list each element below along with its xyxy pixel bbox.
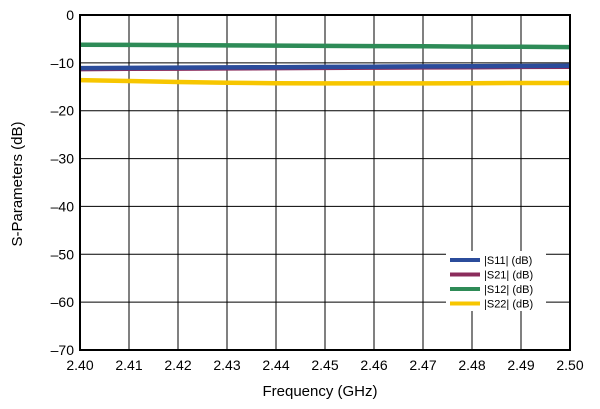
y-tick-label: –40	[51, 198, 75, 214]
y-axis-title: S-Parameters (dB)	[9, 121, 26, 246]
x-tick-label: 2.50	[556, 357, 583, 373]
x-tick-label: 2.48	[458, 357, 485, 373]
series-line-1	[79, 63, 571, 71]
y-tick-labels: 0 –10 –20 –30 –40 –50 –60 –70	[51, 7, 75, 358]
y-tick-label: –50	[51, 246, 75, 262]
y-tick-label: –70	[51, 342, 75, 358]
series-line-3	[79, 42, 571, 50]
x-tick-label: 2.45	[311, 357, 338, 373]
y-tick-label: –30	[51, 151, 75, 167]
x-tick-labels: 2.40 2.41 2.42 2.43 2.44 2.45 2.46 2.47 2.48 2.49…	[66, 357, 583, 373]
legend-label: |S22| (dB)	[484, 299, 533, 311]
x-tick-label: 2.47	[409, 357, 436, 373]
x-axis-title: Frequency (GHz)	[262, 383, 377, 400]
y-tick-label: –10	[51, 55, 75, 71]
y-tick-label: –60	[51, 294, 75, 310]
x-tick-label: 2.40	[66, 357, 93, 373]
x-tick-label: 2.41	[115, 357, 142, 373]
legend: |S11| (dB) |S21| (dB) |S12| (dB) |S22| (dB)	[446, 251, 546, 311]
series-lines	[79, 42, 571, 86]
legend-label: |S21| (dB)	[484, 270, 533, 282]
legend-label: |S12| (dB)	[484, 284, 533, 296]
series-line-4	[79, 77, 570, 86]
legend-label: |S11| (dB)	[484, 255, 532, 267]
x-tick-label: 2.44	[262, 357, 289, 373]
plot-frame	[79, 14, 571, 351]
x-tick-label: 2.42	[164, 357, 191, 373]
x-tick-label: 2.43	[213, 357, 240, 373]
y-tick-label: –20	[51, 103, 75, 119]
x-tick-label: 2.49	[507, 357, 534, 373]
y-tick-label: 0	[66, 7, 74, 23]
x-tick-label: 2.46	[360, 357, 387, 373]
